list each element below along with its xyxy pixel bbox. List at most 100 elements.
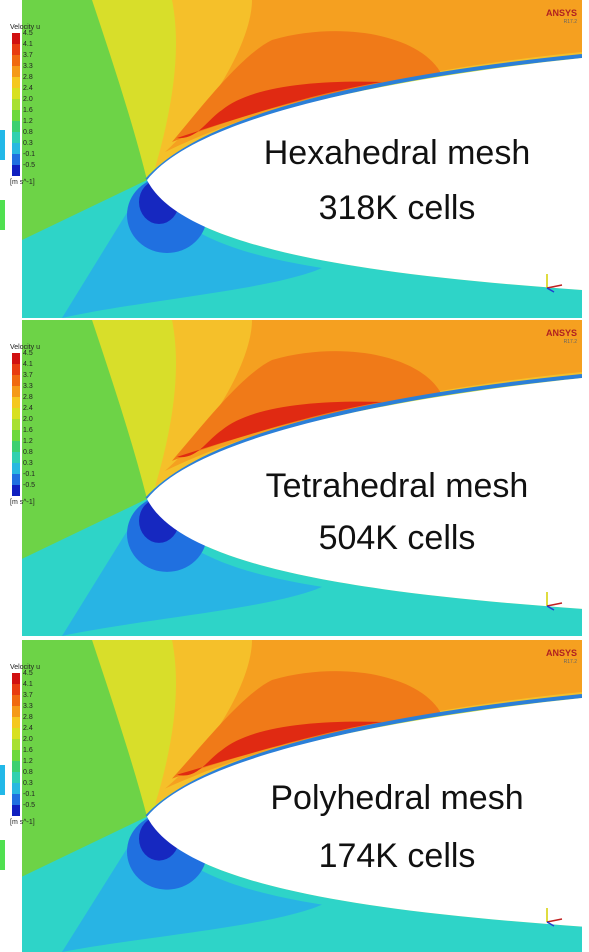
- legend-label: 3.3: [23, 63, 33, 70]
- legend-unit: [m s^-1]: [10, 499, 35, 506]
- legend-swatch: [12, 419, 20, 430]
- page: {"panels": [ {"legend": {"title": "Veloc…: [0, 0, 589, 952]
- legend-label: 2.8: [23, 74, 33, 81]
- caption: Tetrahedral mesh: [266, 467, 529, 505]
- legend-label: 1.2: [23, 438, 33, 445]
- legend-label: 1.2: [23, 118, 33, 125]
- legend-swatch: [12, 386, 20, 397]
- legend-swatch: [12, 463, 20, 474]
- legend-label: 3.3: [23, 703, 33, 710]
- legend-swatch: [12, 695, 20, 706]
- legend-swatch: [12, 452, 20, 463]
- legend-label: -0.5: [23, 802, 35, 809]
- legend-label: -0.1: [23, 791, 35, 798]
- legend-swatch: [12, 805, 20, 816]
- legend-swatch: [12, 77, 20, 88]
- legend-swatch: [12, 165, 20, 176]
- legend-swatch: [12, 99, 20, 110]
- edge-fragment: [0, 130, 5, 160]
- legend-swatch: [12, 761, 20, 772]
- legend-label: 0.3: [23, 780, 33, 787]
- version: R17.2: [564, 659, 578, 665]
- legend-label: 0.3: [23, 460, 33, 467]
- legend-label: 3.7: [23, 52, 33, 59]
- legend-swatch: [12, 408, 20, 419]
- legend-label: 4.1: [23, 361, 33, 368]
- legend-label: 2.0: [23, 96, 33, 103]
- legend-label: -0.1: [23, 471, 35, 478]
- legend-swatch: [12, 397, 20, 408]
- legend-label: 2.0: [23, 416, 33, 423]
- legend-label: 1.6: [23, 107, 33, 114]
- legend-label: 3.7: [23, 372, 33, 379]
- legend-label: 0.3: [23, 140, 33, 147]
- legend-label: 0.8: [23, 129, 33, 136]
- legend-label: 1.2: [23, 758, 33, 765]
- legend-label: 0.8: [23, 769, 33, 776]
- caption: 318K cells: [319, 189, 476, 227]
- legend-swatch: [12, 430, 20, 441]
- legend-label: 4.1: [23, 681, 33, 688]
- version: R17.2: [564, 339, 578, 345]
- legend-swatch: [12, 706, 20, 717]
- legend-swatch: [12, 750, 20, 761]
- legend-label: 3.7: [23, 692, 33, 699]
- legend-label: 2.4: [23, 725, 33, 732]
- caption: Polyhedral mesh: [270, 779, 523, 817]
- contour-panel: Velocity u4.54.13.73.32.82.42.01.61.20.8…: [10, 0, 582, 318]
- caption: 504K cells: [319, 519, 476, 557]
- legend-label: 4.1: [23, 41, 33, 48]
- legend-label: 2.0: [23, 736, 33, 743]
- caption: Hexahedral mesh: [264, 134, 530, 172]
- legend-swatch: [12, 110, 20, 121]
- legend-label: 4.5: [23, 30, 33, 37]
- legend-label: 4.5: [23, 670, 33, 677]
- legend-label: 4.5: [23, 350, 33, 357]
- legend-swatch: [12, 772, 20, 783]
- legend-label: 2.4: [23, 405, 33, 412]
- caption: 174K cells: [319, 837, 476, 875]
- legend-swatch: [12, 794, 20, 805]
- legend-label: 2.4: [23, 85, 33, 92]
- legend-swatch: [12, 474, 20, 485]
- legend-swatch: [12, 55, 20, 66]
- logo: ANSYS: [546, 648, 577, 658]
- figure: Velocity u4.54.13.73.32.82.42.01.61.20.8…: [0, 0, 589, 952]
- legend-label: 3.3: [23, 383, 33, 390]
- legend-swatch: [12, 143, 20, 154]
- legend-swatch: [12, 485, 20, 496]
- contour-panel: Velocity u4.54.13.73.32.82.42.01.61.20.8…: [10, 640, 582, 952]
- legend-swatch: [12, 364, 20, 375]
- legend-label: 2.8: [23, 714, 33, 721]
- legend-unit: [m s^-1]: [10, 179, 35, 186]
- legend-label: 1.6: [23, 747, 33, 754]
- legend-swatch: [12, 121, 20, 132]
- legend-label: -0.5: [23, 162, 35, 169]
- legend-label: 1.6: [23, 427, 33, 434]
- legend-swatch: [12, 673, 20, 684]
- edge-fragment: [0, 200, 5, 230]
- legend-swatch: [12, 684, 20, 695]
- legend-label: -0.5: [23, 482, 35, 489]
- legend-swatch: [12, 66, 20, 77]
- legend-swatch: [12, 154, 20, 165]
- legend-swatch: [12, 728, 20, 739]
- legend-swatch: [12, 783, 20, 794]
- logo: ANSYS: [546, 8, 577, 18]
- edge-fragment: [0, 765, 5, 795]
- logo: ANSYS: [546, 328, 577, 338]
- legend-swatch: [12, 88, 20, 99]
- legend-swatch: [12, 717, 20, 728]
- legend-label: 0.8: [23, 449, 33, 456]
- legend-swatch: [12, 132, 20, 143]
- legend-swatch: [12, 739, 20, 750]
- legend-unit: [m s^-1]: [10, 819, 35, 826]
- edge-fragment: [0, 840, 5, 870]
- legend-swatch: [12, 44, 20, 55]
- legend-label: -0.1: [23, 151, 35, 158]
- legend-label: 2.8: [23, 394, 33, 401]
- legend-swatch: [12, 353, 20, 364]
- legend-swatch: [12, 441, 20, 452]
- contour-panel: Velocity u4.54.13.73.32.82.42.01.61.20.8…: [10, 320, 582, 636]
- legend-swatch: [12, 33, 20, 44]
